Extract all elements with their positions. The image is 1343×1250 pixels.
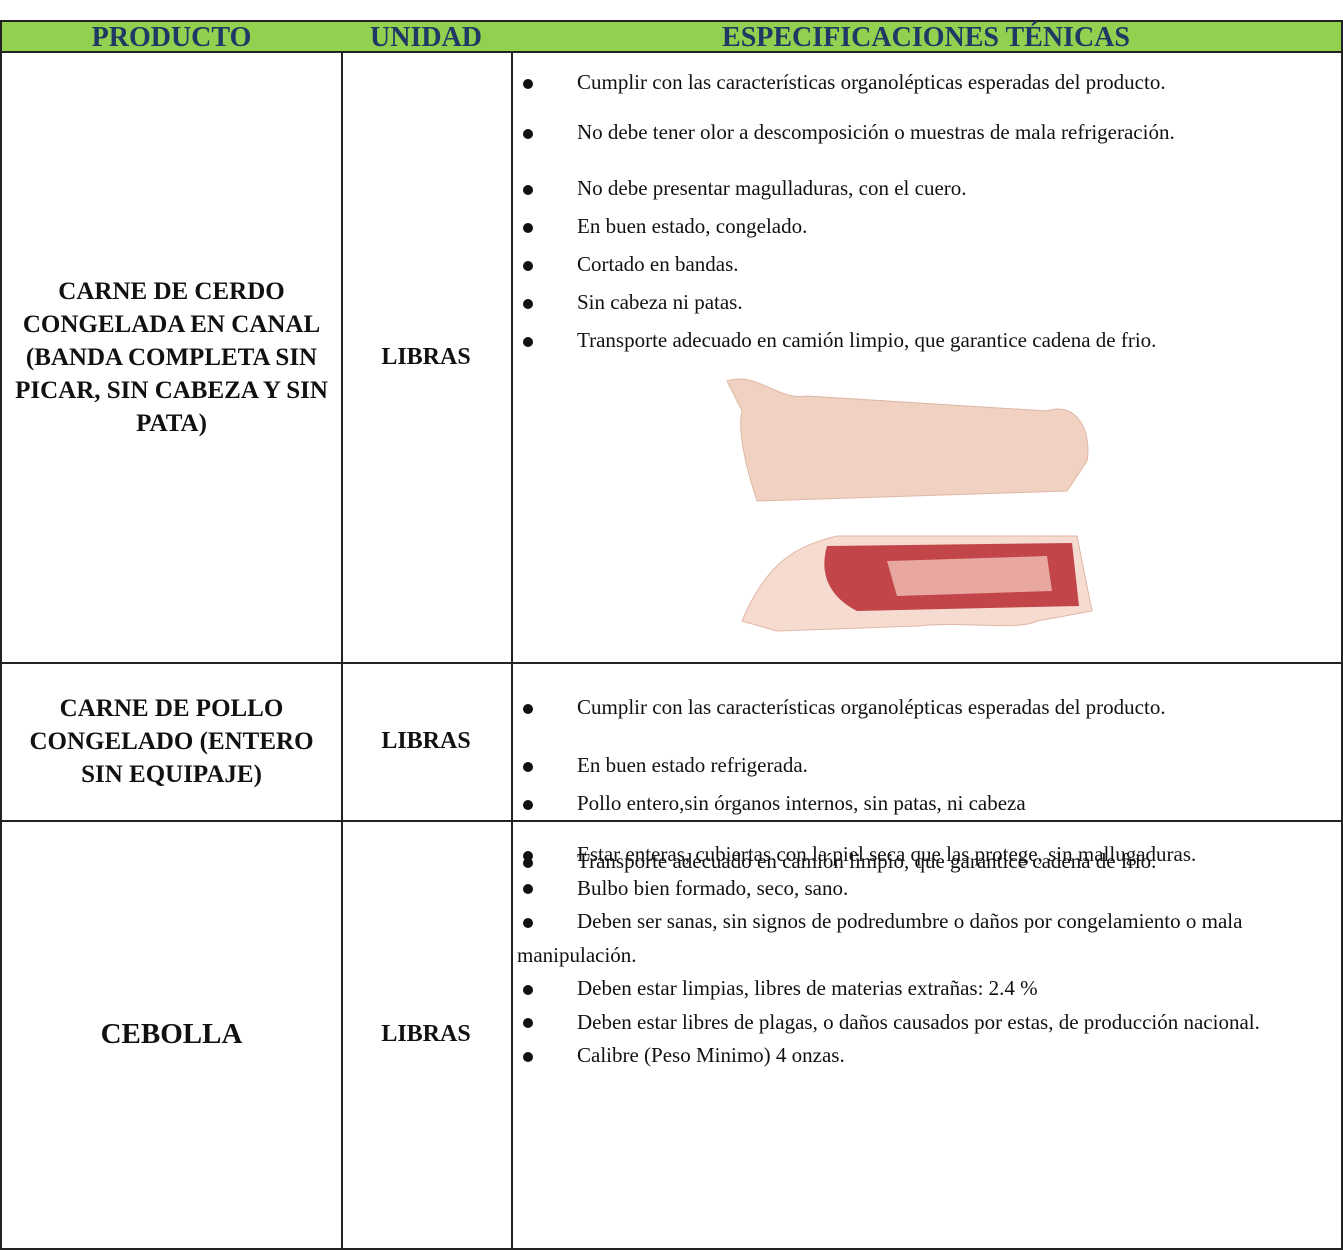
spec-item: Sin cabeza ni patas.: [517, 285, 1333, 319]
header-cell: ESPECIFICACIONES TÉNICAS: [511, 20, 1343, 53]
spec-item: Estar enteras, cubiertas con la piel sec…: [517, 838, 1333, 872]
specs-cell: Cumplir con las características organolé…: [511, 53, 1343, 664]
spec-item: Cortado en bandas.: [517, 247, 1333, 281]
spec-text: Deben estar limpias, libres de materias …: [577, 976, 1038, 1000]
specs-cell: Estar enteras, cubiertas con la piel sec…: [511, 820, 1343, 1250]
spec-text: Transporte adecuado en camión limpio, qu…: [577, 849, 1157, 873]
bullet: [517, 298, 577, 309]
bullet: [517, 78, 577, 89]
spec-text: Cumplir con las características organolé…: [577, 70, 1166, 94]
bullet: [517, 917, 577, 928]
product-cell: CEBOLLA: [0, 820, 343, 1250]
spec-text: Calibre (Peso Minimo) 4 onzas.: [577, 1043, 845, 1067]
bullet: [517, 761, 577, 772]
unit-cell: LIBRAS: [341, 820, 513, 1250]
unit-cell: LIBRAS: [341, 53, 513, 664]
bullet: [517, 850, 577, 861]
bullet: [517, 222, 577, 233]
spec-item: Deben estar limpias, libres de materias …: [517, 972, 1333, 1006]
bullet: [517, 984, 577, 995]
bullet: [517, 1051, 577, 1062]
header-cell: PRODUCTO: [0, 20, 343, 53]
spec-item: Pollo entero,sin órganos internos, sin p…: [517, 786, 1333, 820]
spec-item: Cumplir con las características organolé…: [517, 690, 1333, 724]
spec-item: Calibre (Peso Minimo) 4 onzas.: [517, 1039, 1333, 1073]
bullet: [517, 260, 577, 271]
pork-image: [726, 378, 1093, 632]
spec-item: Cumplir con las características organolé…: [517, 65, 1333, 99]
pork-ribs: [887, 556, 1052, 596]
bullet: [517, 184, 577, 195]
bullet: [517, 1018, 577, 1029]
spec-text: Deben ser sanas, sin signos de podredumb…: [517, 909, 1243, 967]
spec-item: En buen estado refrigerada.: [517, 748, 1333, 782]
spec-text: Cumplir con las características organolé…: [577, 695, 1166, 719]
bullet: [517, 884, 577, 895]
product-cell: CARNE DE POLLO CONGELADO (ENTERO SIN EQU…: [0, 662, 343, 822]
spec-text: Pollo entero,sin órganos internos, sin p…: [577, 791, 1026, 815]
spec-text: Sin cabeza ni patas.: [577, 290, 743, 314]
spec-item: Deben ser sanas, sin signos de podredumb…: [517, 905, 1333, 972]
spec-text: En buen estado, congelado.: [577, 214, 808, 238]
bullet: [517, 799, 577, 810]
spec-text: En buen estado refrigerada.: [577, 753, 808, 777]
spec-item: Deben estar libres de plagas, o daños ca…: [517, 1006, 1333, 1040]
spec-item: No debe tener olor a descomposición o mu…: [517, 115, 1333, 149]
pork-half-skin: [726, 378, 1089, 502]
spec-text: No debe tener olor a descomposición o mu…: [577, 120, 1175, 144]
spec-text: Cortado en bandas.: [577, 252, 739, 276]
product-cell: CARNE DE CERDO CONGELADA EN CANAL (BANDA…: [0, 53, 343, 664]
spec-text: Estar enteras, cubiertas con la piel sec…: [577, 842, 1197, 866]
bullet: [517, 703, 577, 714]
spec-item: Transporte adecuado en camión limpio, qu…: [517, 844, 1333, 878]
spec-item: En buen estado, congelado.: [517, 209, 1333, 243]
spec-text: Transporte adecuado en camión limpio, qu…: [577, 328, 1157, 352]
spec-item: Bulbo bien formado, seco, sano.: [517, 872, 1333, 906]
header-cell: UNIDAD: [341, 20, 513, 53]
unit-cell: LIBRAS: [341, 662, 513, 822]
bullet: [517, 128, 577, 139]
spec-text: No debe presentar magulladuras, con el c…: [577, 176, 967, 200]
spec-item: No debe presentar magulladuras, con el c…: [517, 171, 1333, 205]
bullet: [517, 857, 577, 868]
spec-item: Transporte adecuado en camión limpio, qu…: [517, 323, 1333, 357]
bullet: [517, 336, 577, 347]
specs-cell: Cumplir con las características organolé…: [511, 662, 1343, 873]
spec-text: Deben estar libres de plagas, o daños ca…: [577, 1009, 1260, 1034]
spec-text: Bulbo bien formado, seco, sano.: [577, 875, 849, 900]
